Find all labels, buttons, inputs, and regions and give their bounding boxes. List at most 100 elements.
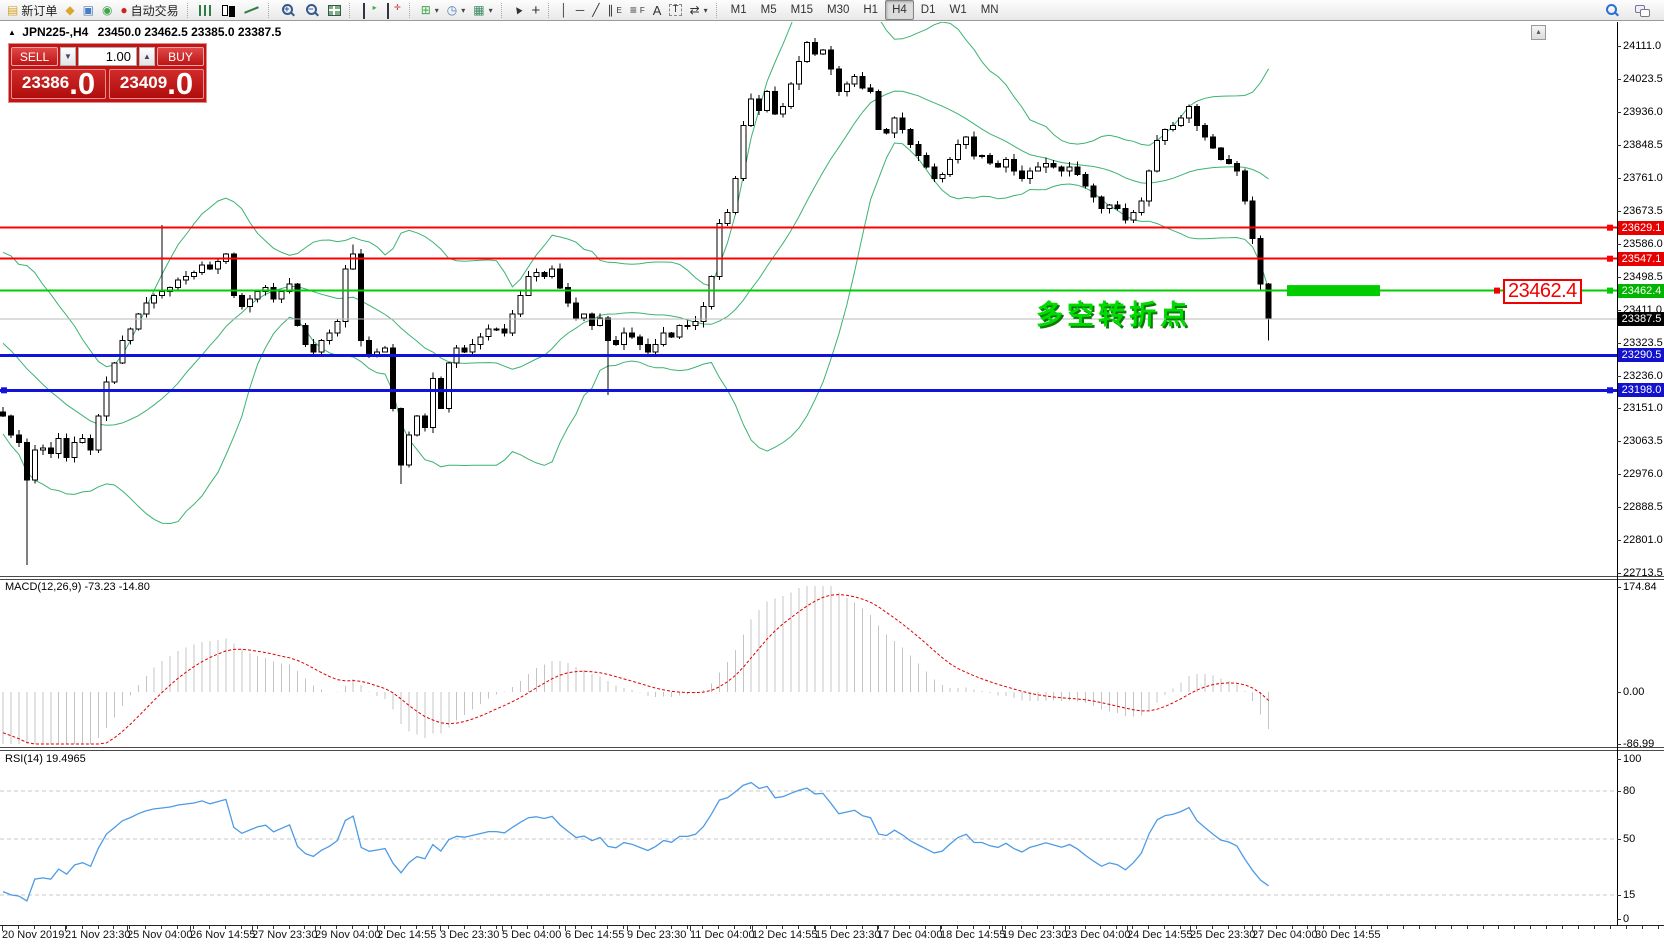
time-axis-border bbox=[0, 925, 1664, 926]
price-axis-label: 23236.0 bbox=[1623, 370, 1663, 382]
sell-price[interactable]: 23386.0 bbox=[11, 68, 106, 99]
price-line-badge: 23629.1 bbox=[1618, 221, 1664, 235]
price-axis-label: 23848.5 bbox=[1623, 139, 1663, 151]
timeframe-button-h4[interactable]: H4 bbox=[885, 0, 914, 20]
time-axis-label: 18 Dec 14:55 bbox=[940, 929, 1006, 941]
rsi-panel[interactable] bbox=[0, 751, 1617, 924]
time-axis-minor-tick bbox=[862, 926, 863, 929]
buy-button[interactable]: BUY bbox=[157, 47, 204, 66]
macd-axis-tick bbox=[1617, 587, 1621, 588]
price-axis-label: 24111.0 bbox=[1623, 40, 1662, 52]
templates-button[interactable]: ▦ ▾ bbox=[469, 0, 496, 20]
timeframe-button-m30[interactable]: M30 bbox=[826, 4, 850, 16]
time-axis-minor-tick bbox=[941, 926, 942, 929]
timeframe-button-m15[interactable]: M15 bbox=[790, 4, 813, 16]
toolbar-separator bbox=[715, 2, 721, 18]
fibonacci-button[interactable]: ≡ F bbox=[629, 3, 645, 17]
arrows-button[interactable]: ⇄ ▾ bbox=[686, 0, 712, 20]
toolbar-separator bbox=[408, 2, 414, 18]
rsi-axis-label: 50 bbox=[1623, 833, 1636, 845]
price-axis-tick bbox=[1617, 343, 1621, 344]
cursor-button[interactable]: ▲ bbox=[509, 0, 528, 20]
chart-shift-button[interactable]: ✛ bbox=[381, 0, 405, 20]
vertical-line-button[interactable]: │ bbox=[556, 0, 572, 20]
chat-button[interactable] bbox=[1630, 0, 1654, 20]
trendline-button[interactable]: ╱ bbox=[588, 0, 603, 20]
horizontal-line-icon: ─ bbox=[575, 3, 585, 17]
time-axis-minor-tick bbox=[145, 926, 146, 929]
horizontal-line-button[interactable]: ─ bbox=[572, 0, 589, 20]
panel-separator[interactable] bbox=[0, 576, 1664, 577]
time-axis-minor-tick bbox=[193, 926, 194, 929]
channel-button[interactable]: ∥ E bbox=[607, 3, 622, 17]
market-watch-button[interactable]: ▣ bbox=[79, 0, 98, 20]
time-axis-minor-tick bbox=[766, 926, 767, 929]
price-axis-border bbox=[1617, 22, 1618, 925]
time-axis-minor-tick bbox=[702, 926, 703, 929]
crosshair-button[interactable]: + bbox=[528, 0, 545, 20]
line-handle[interactable] bbox=[1607, 224, 1613, 231]
price-axis-tick bbox=[1617, 441, 1621, 442]
time-axis-tick bbox=[752, 926, 753, 931]
toolbar-separator bbox=[186, 2, 192, 18]
one-click-collapse-icon[interactable]: ▲ bbox=[8, 28, 16, 37]
timeframe-button-w1[interactable]: W1 bbox=[949, 4, 967, 16]
time-axis-minor-tick bbox=[225, 926, 226, 929]
price-text-label[interactable]: 23462.4 bbox=[1503, 279, 1582, 304]
line-chart-icon bbox=[244, 3, 260, 17]
panel-separator[interactable] bbox=[0, 747, 1664, 748]
time-axis-minor-tick bbox=[352, 926, 353, 929]
timeframe-button-m1[interactable]: M1 bbox=[730, 4, 747, 16]
styles-button[interactable]: ◆ bbox=[61, 0, 78, 20]
sell-button[interactable]: SELL bbox=[11, 47, 58, 66]
chart-scroll-button[interactable]: ▴ bbox=[1531, 25, 1546, 40]
time-axis-minor-tick bbox=[925, 926, 926, 929]
add-indicator-icon: ⊞ bbox=[420, 3, 431, 17]
price-axis-tick bbox=[1617, 79, 1621, 80]
candlestick-chart[interactable] bbox=[0, 22, 1617, 575]
volume-increase-button[interactable]: ▲ bbox=[139, 47, 155, 66]
line-handle[interactable] bbox=[1607, 255, 1613, 262]
timeframe-button-h1[interactable]: H1 bbox=[863, 4, 879, 16]
timeframe-button-m5[interactable]: M5 bbox=[760, 4, 777, 16]
time-axis-minor-tick bbox=[1276, 926, 1277, 929]
macd-panel[interactable] bbox=[0, 580, 1617, 746]
volume-decrease-button[interactable]: ▼ bbox=[60, 47, 76, 66]
bb-middle-band bbox=[2, 90, 1269, 426]
auto-scroll-button[interactable]: ▸ bbox=[357, 0, 381, 20]
time-axis-minor-tick bbox=[1307, 926, 1308, 929]
periods-button[interactable]: ◷ ▾ bbox=[443, 0, 470, 20]
text-button[interactable]: A bbox=[649, 0, 666, 20]
candlestick-button[interactable] bbox=[216, 0, 240, 20]
time-axis-minor-tick bbox=[543, 926, 544, 929]
line-handle[interactable] bbox=[1607, 387, 1613, 394]
tile-windows-button[interactable] bbox=[324, 0, 345, 20]
annotation-text[interactable]: 多空转折点 bbox=[1036, 300, 1191, 330]
line-chart-button[interactable] bbox=[240, 0, 264, 20]
time-axis-minor-tick bbox=[1467, 926, 1468, 929]
bar-chart-button[interactable] bbox=[195, 0, 216, 20]
macd-axis-tick bbox=[1617, 744, 1621, 745]
zoom-out-button[interactable]: − bbox=[300, 0, 324, 20]
volume-input[interactable]: 1.00 bbox=[78, 47, 137, 66]
toolbar-separator bbox=[548, 2, 553, 18]
line-handle[interactable] bbox=[1607, 287, 1613, 294]
auto-trading-button[interactable]: ● 自动交易 bbox=[116, 0, 182, 20]
price-axis-tick bbox=[1617, 376, 1621, 377]
text-label-button[interactable]: T bbox=[665, 0, 685, 20]
timeframe-button-mn[interactable]: MN bbox=[980, 4, 999, 16]
thick-line-segment[interactable] bbox=[1287, 285, 1380, 297]
search-button[interactable] bbox=[1600, 0, 1624, 20]
signals-button[interactable]: ◉ bbox=[98, 0, 116, 20]
indicators-button[interactable]: ⊞ ▾ bbox=[417, 0, 443, 20]
label-anchor-handle[interactable] bbox=[1494, 287, 1500, 294]
time-axis-minor-tick bbox=[1228, 926, 1229, 929]
line-handle[interactable] bbox=[1, 387, 7, 394]
buy-price[interactable]: 23409.0 bbox=[109, 68, 204, 99]
new-order-button[interactable]: ▤ 新订单 bbox=[3, 0, 61, 20]
time-axis-minor-tick bbox=[1435, 926, 1436, 929]
timeframe-button-d1[interactable]: D1 bbox=[920, 4, 936, 16]
zoom-in-button[interactable]: + bbox=[276, 0, 300, 20]
time-axis-label: 19 Dec 23:30 bbox=[1002, 929, 1068, 941]
time-axis-minor-tick bbox=[161, 926, 162, 929]
